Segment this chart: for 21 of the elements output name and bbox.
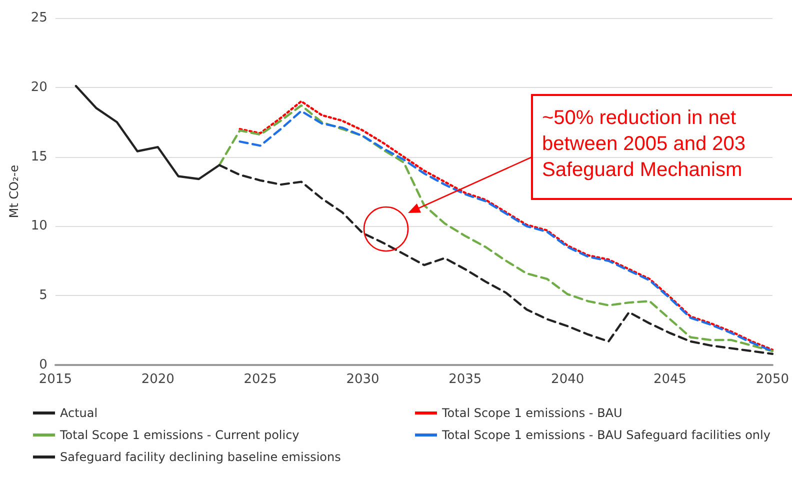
y-tick-label: 0 — [39, 358, 48, 372]
x-tick-label: 2040 — [551, 372, 584, 387]
annotation: ~50% reduction in net between 2005 and 203 Safeguard Mechanism — [542, 107, 746, 181]
x-tick-label: 2015 — [38, 372, 72, 387]
x-tick-label: 2050 — [756, 372, 790, 387]
legend-label: Actual — [60, 406, 98, 420]
x-tick-label: 2025 — [244, 372, 277, 387]
y-tick-label: 15 — [30, 149, 48, 164]
x-tick-label: 2045 — [653, 372, 687, 387]
y-tick-label: 5 — [39, 288, 48, 304]
legend-label: Safeguard facility declining baseline emissions — [60, 450, 341, 464]
legend-label: Total Scope 1 emissions - Current policy — [59, 428, 300, 442]
y-tick-label: 10 — [30, 218, 48, 234]
legend-label: Total Scope 1 emissions - BAU — [441, 406, 622, 420]
x-tick-label: 2020 — [141, 372, 174, 387]
x-tick-label: 2035 — [448, 372, 482, 387]
y-axis-title: Mt CO₂-e — [7, 164, 21, 218]
legend-label: Total Scope 1 emissions - BAU Safeguard facilities only — [441, 428, 770, 442]
x-tick-label: 2030 — [346, 372, 380, 387]
y-tick-label: 20 — [30, 80, 48, 95]
y-tick-label: 25 — [30, 10, 48, 26]
